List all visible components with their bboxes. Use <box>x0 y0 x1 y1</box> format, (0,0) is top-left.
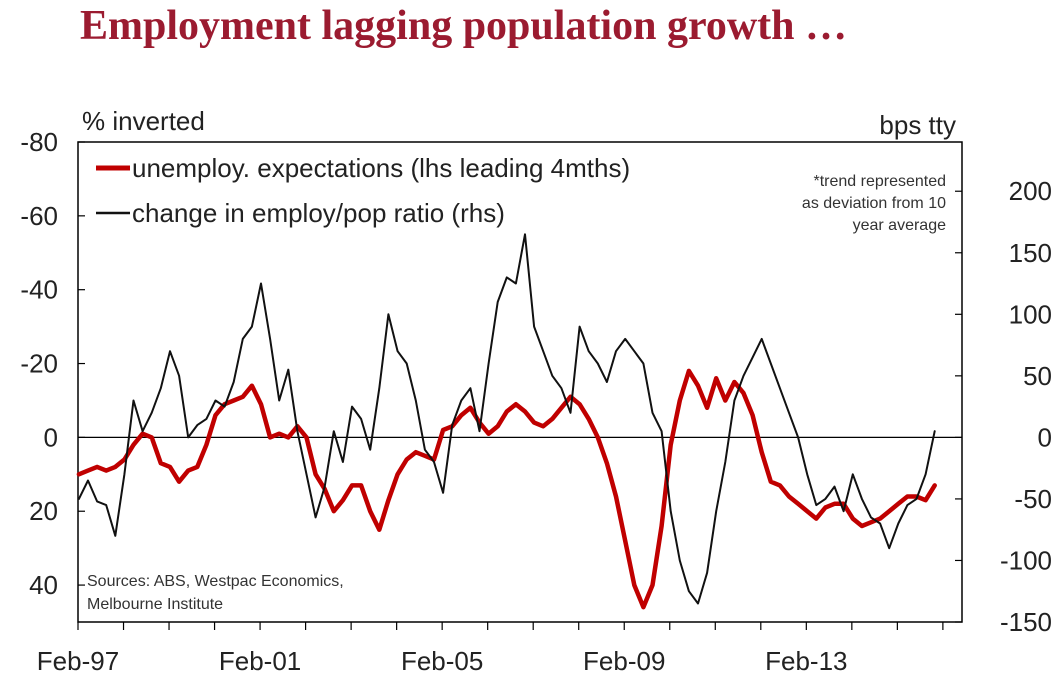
sources-line-2: Melbourne Institute <box>87 596 223 613</box>
left-tick-label: -80 <box>20 127 58 157</box>
left-tick-label: 40 <box>29 570 58 600</box>
x-tick-label: Feb-05 <box>401 646 483 676</box>
right-tick-label: 200 <box>1009 176 1052 206</box>
svg-text:*trend represented: *trend represented <box>813 173 946 190</box>
x-tick-label: Feb-01 <box>219 646 301 676</box>
note-line: as deviation from 10 <box>802 195 946 212</box>
left-axis-label: % inverted <box>82 106 205 136</box>
right-tick-label: -50 <box>1014 484 1052 514</box>
right-tick-label: -100 <box>1000 545 1052 575</box>
right-tick-label: -150 <box>1000 607 1052 637</box>
sources-line-1: Sources: ABS, Westpac Economics, <box>87 573 344 590</box>
x-tick-label: Feb-09 <box>583 646 665 676</box>
right-tick-label: 50 <box>1023 361 1052 391</box>
legend-label-employ: change in employ/pop ratio (rhs) <box>132 198 505 228</box>
left-tick-label: -60 <box>20 201 58 231</box>
legend-label-unemploy: unemploy. expectations (lhs leading 4mth… <box>132 153 630 183</box>
svg-text:year average: year average <box>853 217 946 234</box>
note-line: *trend represented <box>813 173 946 190</box>
x-tick-label: Feb-97 <box>37 646 119 676</box>
x-tick-label: Feb-13 <box>765 646 847 676</box>
left-tick-label: 0 <box>44 422 58 452</box>
series-line-unemploy-expectations <box>76 368 937 610</box>
legend: unemploy. expectations (lhs leading 4mth… <box>96 153 630 228</box>
left-tick-label: 20 <box>29 496 58 526</box>
right-tick-label: 150 <box>1009 238 1052 268</box>
left-tick-label: -40 <box>20 275 58 305</box>
chart-title: Employment lagging population growth … <box>80 3 848 49</box>
chart-note: *trend represented as deviation from 10 … <box>802 173 946 234</box>
left-tick-label: -20 <box>20 349 58 379</box>
right-tick-label: 0 <box>1038 422 1052 452</box>
note-line: year average <box>853 217 946 234</box>
svg-text:as deviation from 10: as deviation from 10 <box>802 195 946 212</box>
right-tick-label: 100 <box>1009 299 1052 329</box>
right-axis-label: bps tty <box>879 110 956 140</box>
plot-frame <box>77 141 963 623</box>
series-line-employ-pop-ratio <box>77 233 936 605</box>
